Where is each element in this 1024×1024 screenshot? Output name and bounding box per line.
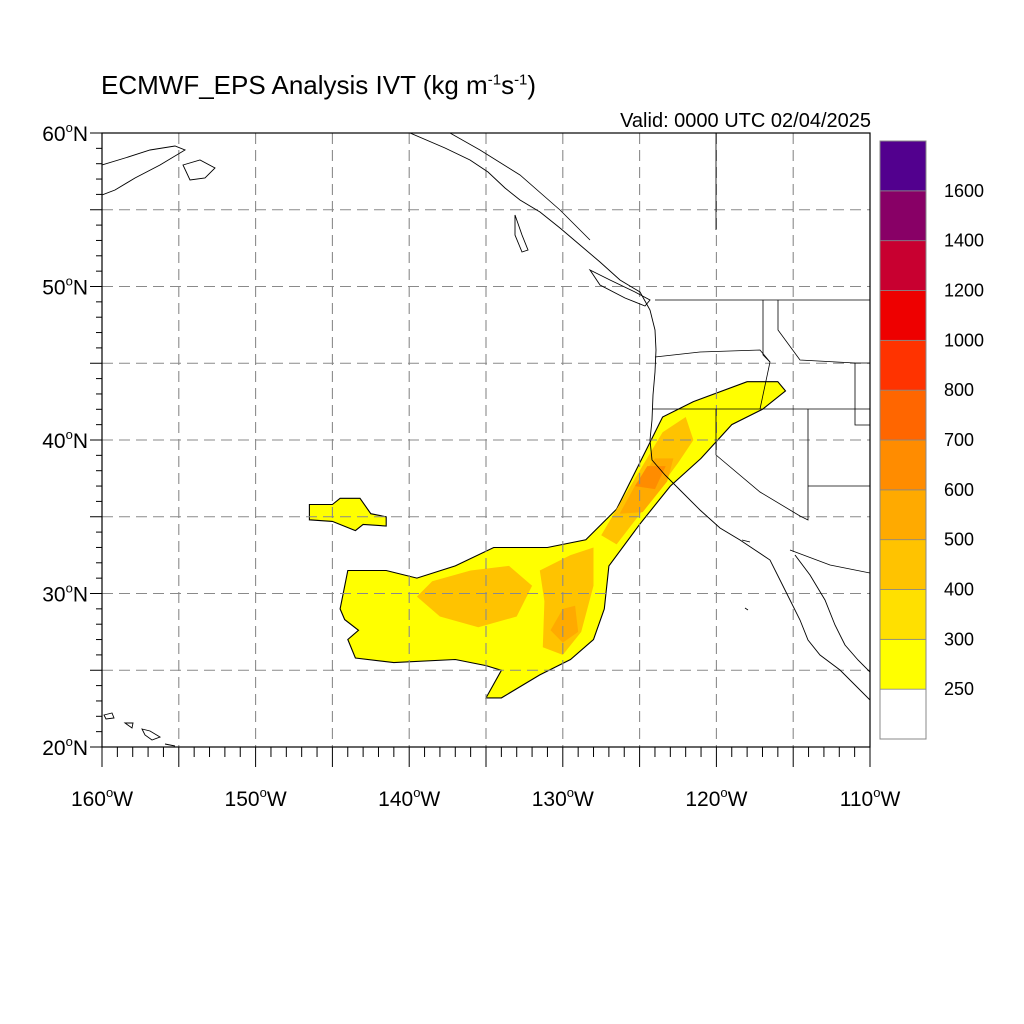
colorbar: 250 300 400 500 600 700 800 1000 1200 1400 1600 bbox=[879, 140, 984, 740]
colorbar-swatch bbox=[879, 140, 927, 192]
colorbar-label: 500 bbox=[944, 530, 974, 550]
colorbar-label: 250 bbox=[944, 679, 974, 699]
coastline-channel-islands bbox=[741, 539, 751, 611]
coastline-islands-n bbox=[182, 159, 216, 181]
colorbar-swatch bbox=[879, 688, 927, 740]
colorbar-label: 1400 bbox=[944, 231, 984, 251]
colorbar-swatch bbox=[879, 589, 927, 640]
lon-label: 140oW bbox=[378, 785, 440, 811]
coastline-vancouver bbox=[588, 268, 651, 307]
ivt-region-isolated-patch bbox=[308, 497, 387, 532]
coastline-haida bbox=[514, 214, 529, 253]
lon-label: 110oW bbox=[840, 785, 901, 811]
border-wa-or bbox=[654, 349, 771, 363]
coastline-west-coast bbox=[409, 133, 870, 701]
border-alaska-canada bbox=[449, 133, 717, 241]
border-wyoming bbox=[854, 362, 870, 426]
lon-label: 130oW bbox=[532, 785, 594, 811]
ivt-fill-layer bbox=[308, 381, 787, 699]
colorbar-swatch bbox=[879, 339, 927, 391]
latitude-labels: 60oN 50oN 40oN 30oN 20oN bbox=[42, 120, 88, 760]
colorbar-swatch bbox=[879, 389, 927, 441]
colorbar-label: 300 bbox=[944, 629, 974, 649]
political-borders bbox=[449, 133, 870, 574]
plot-title: ECMWF_EPS Analysis IVT (kg m-1s-1) bbox=[101, 70, 537, 100]
colorbar-swatch bbox=[879, 290, 927, 341]
ivt-core-500-central bbox=[550, 605, 579, 643]
colorbar-label: 800 bbox=[944, 380, 974, 400]
valid-time: Valid: 0000 UTC 02/04/2025 bbox=[620, 110, 871, 132]
colorbar-swatch bbox=[879, 439, 927, 491]
lat-label: 60oN bbox=[42, 120, 88, 146]
ivt-core-400-west bbox=[416, 565, 533, 628]
colorbar-label: 400 bbox=[944, 580, 974, 600]
lon-label: 150oW bbox=[225, 785, 287, 811]
border-nevada bbox=[715, 409, 809, 521]
lat-label: 40oN bbox=[42, 427, 88, 453]
colorbar-swatch bbox=[879, 489, 927, 541]
lon-label: 120oW bbox=[685, 785, 747, 811]
colorbar-label: 600 bbox=[944, 480, 974, 500]
colorbar-label: 1600 bbox=[944, 181, 984, 201]
border-montana bbox=[777, 300, 856, 364]
lat-label: 50oN bbox=[42, 274, 88, 300]
colorbar-frame bbox=[879, 140, 927, 740]
border-mexico bbox=[789, 549, 870, 574]
border-idaho bbox=[759, 300, 771, 410]
axis-ticks bbox=[90, 132, 871, 767]
colorbar-label: 1200 bbox=[944, 281, 984, 301]
ivt-core-600-coastal bbox=[635, 466, 666, 490]
lat-label: 20oN bbox=[42, 734, 88, 760]
colorbar-swatch bbox=[879, 240, 927, 291]
coastline-baja-gulf bbox=[794, 554, 870, 673]
colorbar-swatch bbox=[879, 539, 927, 590]
colorbar-swatch bbox=[879, 638, 927, 690]
coastline-alaska bbox=[102, 145, 187, 196]
lat-label: 30oN bbox=[42, 581, 88, 607]
coastline-hawaii bbox=[103, 712, 176, 747]
longitude-labels: 160oW 150oW 140oW 130oW 120oW 110oW bbox=[71, 785, 901, 811]
coastlines bbox=[102, 133, 870, 747]
lon-label: 160oW bbox=[71, 785, 133, 811]
colorbar-label: 700 bbox=[944, 430, 974, 450]
colorbar-label: 1000 bbox=[944, 330, 984, 350]
colorbar-swatch bbox=[879, 190, 927, 242]
grid-lines bbox=[102, 133, 870, 747]
